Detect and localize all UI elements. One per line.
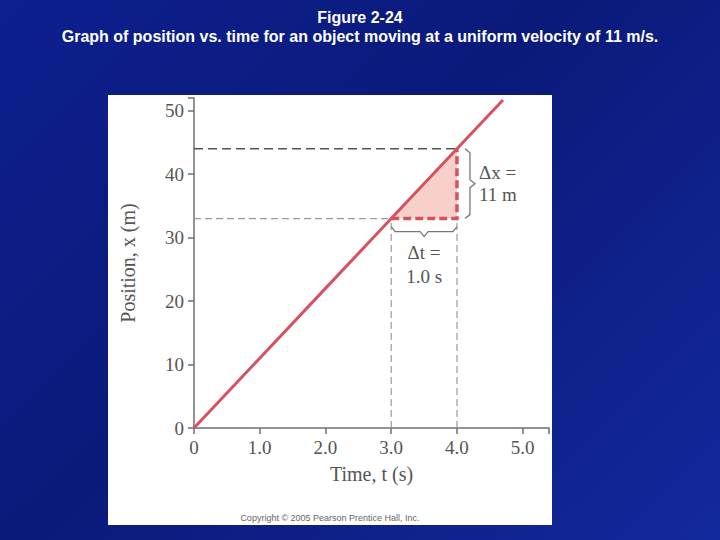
html-text:Graph of position vs. time for: Graph of position vs. time for an object… [61,28,659,45]
svg-text:Δt =: Δt = [408,242,441,263]
svg-text:3.0: 3.0 [379,437,403,458]
svg-text:Δx =: Δx = [479,162,516,183]
svg-text:50: 50 [165,100,184,121]
svg-text:40: 40 [165,164,184,185]
html-text:Figure 2-24: Figure 2-24 [317,9,403,26]
html-text:Copyright © 2005 Pearson Prent: Copyright © 2005 Pearson Prentice Hall, … [240,513,420,523]
svg-text:1.0: 1.0 [248,437,272,458]
svg-text:30: 30 [165,227,184,248]
svg-text:20: 20 [165,291,184,312]
svg-text:1.0 s: 1.0 s [406,266,442,287]
svg-text:Position, x (m): Position, x (m) [117,203,140,322]
svg-text:0: 0 [175,418,185,439]
svg-text:4.0: 4.0 [445,437,469,458]
svg-text:Time, t (s): Time, t (s) [330,463,413,486]
svg-text:5.0: 5.0 [511,437,535,458]
svg-text:2.0: 2.0 [314,437,338,458]
svg-text:10: 10 [165,354,184,375]
svg-text:0: 0 [189,437,199,458]
svg-text:11 m: 11 m [479,184,517,205]
